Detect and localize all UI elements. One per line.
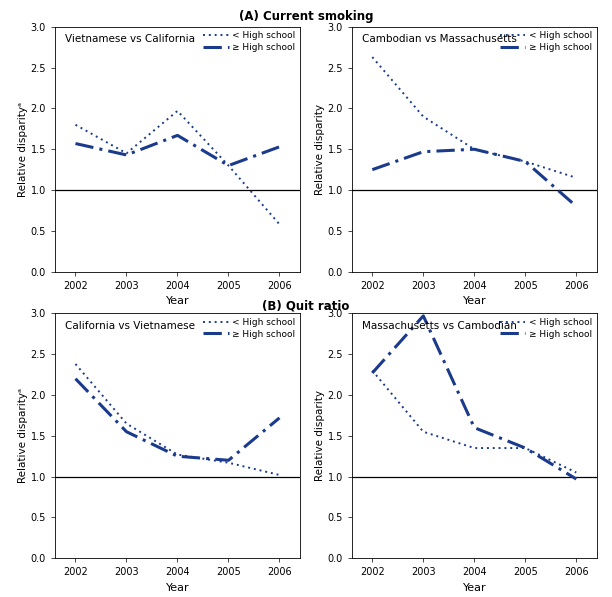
Legend: < High school, ≥ High school: < High school, ≥ High school bbox=[203, 318, 296, 338]
< High school bbox=[174, 451, 181, 458]
< High school bbox=[123, 150, 130, 157]
< High school bbox=[174, 107, 181, 115]
< High school bbox=[225, 162, 232, 169]
Text: (B) Quit ratio: (B) Quit ratio bbox=[263, 300, 349, 313]
< High school bbox=[420, 428, 427, 435]
< High school bbox=[123, 420, 130, 427]
< High school bbox=[72, 361, 79, 368]
< High school bbox=[573, 469, 580, 476]
Text: California vs Vietnamese: California vs Vietnamese bbox=[65, 321, 195, 331]
Y-axis label: Relative disparityᵃ: Relative disparityᵃ bbox=[18, 388, 28, 484]
X-axis label: Year: Year bbox=[463, 296, 486, 306]
Y-axis label: Relative disparity: Relative disparity bbox=[315, 390, 324, 481]
< High school bbox=[420, 113, 427, 120]
< High school bbox=[276, 221, 283, 228]
Line: < High school: < High school bbox=[372, 371, 577, 473]
< High school bbox=[521, 158, 529, 165]
Line: < High school: < High school bbox=[75, 364, 280, 475]
< High school bbox=[471, 444, 478, 452]
< High school bbox=[471, 146, 478, 153]
< High school bbox=[368, 367, 376, 374]
< High school bbox=[225, 459, 232, 466]
X-axis label: Year: Year bbox=[463, 583, 486, 593]
Legend: < High school, ≥ High school: < High school, ≥ High school bbox=[500, 32, 592, 52]
< High school bbox=[573, 174, 580, 181]
X-axis label: Year: Year bbox=[166, 296, 189, 306]
Text: Cambodian vs Massachusetts: Cambodian vs Massachusetts bbox=[362, 34, 517, 44]
< High school bbox=[521, 444, 529, 452]
Line: < High school: < High school bbox=[372, 57, 577, 178]
< High school bbox=[72, 121, 79, 128]
Legend: < High school, ≥ High school: < High school, ≥ High school bbox=[500, 318, 592, 338]
Text: Vietnamese vs California: Vietnamese vs California bbox=[65, 34, 195, 44]
Y-axis label: Relative disparityᵃ: Relative disparityᵃ bbox=[18, 101, 28, 197]
Line: < High school: < High school bbox=[75, 111, 280, 224]
X-axis label: Year: Year bbox=[166, 583, 189, 593]
< High school bbox=[368, 54, 376, 61]
Y-axis label: Relative disparity: Relative disparity bbox=[315, 104, 324, 195]
< High school bbox=[276, 472, 283, 479]
Text: Massachusetts vs Cambodian: Massachusetts vs Cambodian bbox=[362, 321, 517, 331]
Legend: < High school, ≥ High school: < High school, ≥ High school bbox=[203, 32, 296, 52]
Text: (A) Current smoking: (A) Current smoking bbox=[239, 10, 373, 23]
